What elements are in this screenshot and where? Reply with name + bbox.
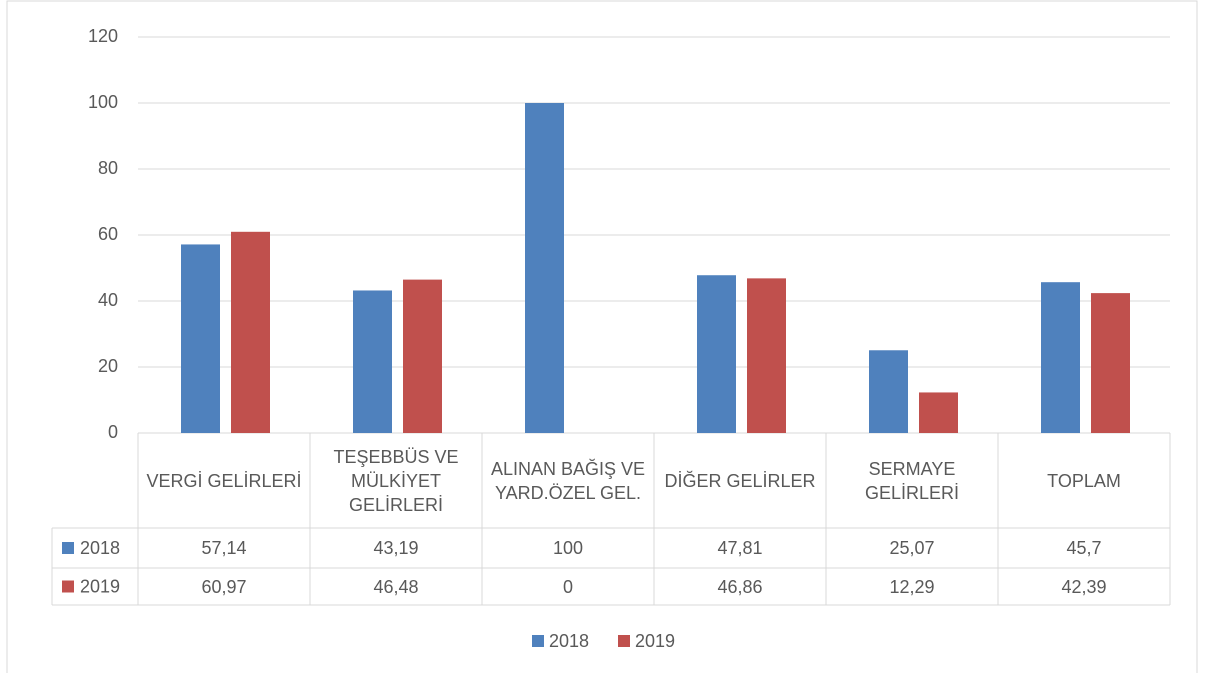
table-value: 46,86 [717, 576, 763, 597]
bar [231, 231, 270, 433]
bar [1091, 293, 1130, 433]
y-tick-label: 120 [88, 26, 118, 46]
x-tick-label: ALINAN BAĞIŞ VE YARD.ÖZEL GEL. [490, 458, 646, 503]
x-tick-label: VERGİ GELİRLERİ [146, 470, 302, 491]
legend-swatch [618, 635, 630, 647]
table-value: 57,14 [201, 538, 247, 558]
legend-label: 2018 [80, 538, 120, 558]
y-tick-label: 80 [98, 158, 118, 178]
x-tick-label: SERMAYE GELİRLERİ [864, 458, 960, 503]
table-value: 25,07 [889, 538, 935, 558]
y-tick-label: 100 [88, 92, 118, 112]
bar [697, 275, 736, 433]
chart-frame [6, 0, 1198, 673]
bar [525, 103, 564, 433]
legend-label: 2019 [635, 631, 675, 651]
table-value: 100 [552, 538, 584, 558]
x-tick-label: TEŞEBBÜS VE MÜLKİYET GELİRLERİ [333, 446, 459, 515]
y-tick-label: 20 [98, 356, 118, 376]
table-value: 46,48 [373, 576, 419, 597]
bar [869, 350, 908, 433]
bar [1041, 282, 1080, 433]
table-value: 0 [562, 576, 573, 597]
table-value: 43,19 [373, 538, 419, 558]
legend-swatch [532, 635, 544, 647]
y-tick-label: 0 [108, 422, 118, 442]
table-value: 47,81 [717, 538, 763, 558]
x-tick-label: DİĞER GELİRLER [664, 470, 816, 491]
y-tick-label: 60 [98, 224, 118, 244]
bar [353, 290, 392, 433]
bar [747, 278, 786, 433]
table-value: 12,29 [889, 576, 935, 597]
legend-label: 2019 [80, 576, 120, 596]
legend-swatch [62, 542, 74, 554]
bar [919, 392, 958, 433]
x-tick-label: TOPLAM [1047, 470, 1121, 491]
legend-swatch [62, 580, 74, 593]
table-value: 42,39 [1061, 576, 1107, 597]
legend-label: 2018 [549, 631, 589, 651]
y-tick-label: 40 [98, 290, 118, 310]
table-value: 60,97 [201, 576, 247, 597]
bar [403, 279, 442, 433]
bar [181, 244, 220, 433]
table-value: 45,7 [1066, 538, 1102, 558]
